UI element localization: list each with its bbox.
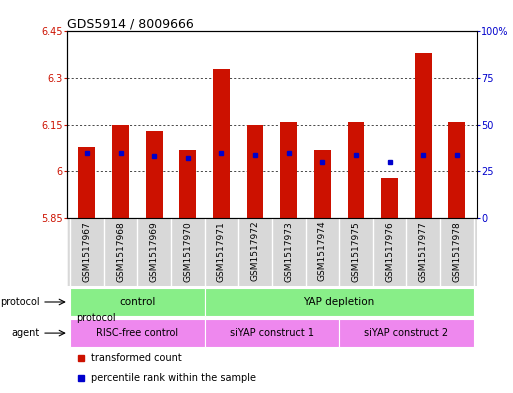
Text: transformed count: transformed count bbox=[91, 353, 182, 362]
Text: GSM1517967: GSM1517967 bbox=[83, 221, 91, 281]
Text: protocol: protocol bbox=[1, 297, 40, 307]
Bar bbox=[448, 121, 465, 218]
Bar bbox=[205, 288, 473, 316]
Bar bbox=[339, 319, 473, 347]
Bar bbox=[247, 125, 264, 218]
Text: GSM1517970: GSM1517970 bbox=[183, 221, 192, 281]
Text: protocol: protocol bbox=[76, 312, 116, 323]
Text: GDS5914 / 8009666: GDS5914 / 8009666 bbox=[67, 17, 193, 30]
Text: RISC-free control: RISC-free control bbox=[96, 328, 179, 338]
Text: percentile rank within the sample: percentile rank within the sample bbox=[91, 373, 256, 383]
Text: GSM1517968: GSM1517968 bbox=[116, 221, 125, 281]
Bar bbox=[112, 125, 129, 218]
Bar bbox=[213, 69, 230, 218]
Bar bbox=[314, 150, 331, 218]
Text: GSM1517973: GSM1517973 bbox=[284, 221, 293, 281]
Bar bbox=[78, 147, 95, 218]
Text: agent: agent bbox=[12, 328, 40, 338]
Bar bbox=[180, 150, 196, 218]
Text: GSM1517969: GSM1517969 bbox=[150, 221, 159, 281]
Bar bbox=[205, 319, 339, 347]
Bar bbox=[381, 178, 398, 218]
Text: GSM1517975: GSM1517975 bbox=[351, 221, 361, 281]
Bar bbox=[70, 319, 205, 347]
Bar bbox=[146, 131, 163, 218]
Text: GSM1517977: GSM1517977 bbox=[419, 221, 428, 281]
Text: siYAP construct 1: siYAP construct 1 bbox=[230, 328, 314, 338]
Text: GSM1517978: GSM1517978 bbox=[452, 221, 461, 281]
Bar bbox=[70, 288, 205, 316]
Bar bbox=[280, 121, 297, 218]
Text: YAP depletion: YAP depletion bbox=[304, 297, 375, 307]
Text: GSM1517976: GSM1517976 bbox=[385, 221, 394, 281]
Text: siYAP construct 2: siYAP construct 2 bbox=[364, 328, 448, 338]
Bar bbox=[348, 121, 364, 218]
Text: control: control bbox=[119, 297, 155, 307]
Bar bbox=[415, 53, 431, 218]
Text: GSM1517971: GSM1517971 bbox=[217, 221, 226, 281]
Text: GSM1517972: GSM1517972 bbox=[250, 221, 260, 281]
Text: GSM1517974: GSM1517974 bbox=[318, 221, 327, 281]
